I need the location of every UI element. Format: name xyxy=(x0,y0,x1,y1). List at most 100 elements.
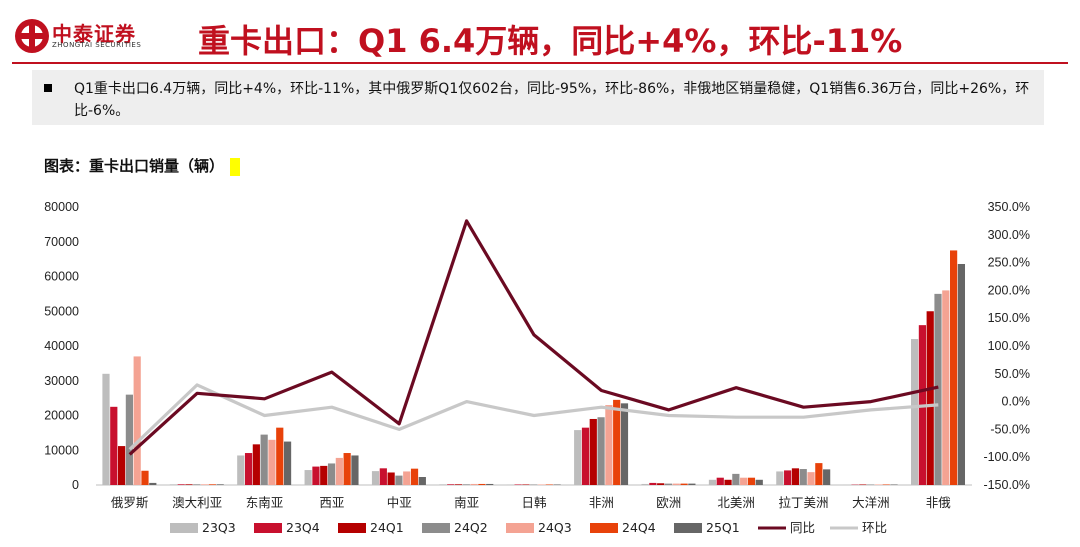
bar-23Q4 xyxy=(716,477,724,485)
bar-24Q3 xyxy=(200,484,209,485)
bar-24Q1 xyxy=(320,465,328,485)
y-left-tick-label: 50000 xyxy=(44,304,79,318)
header-divider xyxy=(12,62,1068,64)
category-label: 欧洲 xyxy=(656,495,681,510)
bar-24Q4 xyxy=(882,484,890,485)
logo-subtext: ZHONGTAI SECURITIES xyxy=(52,41,142,49)
bar-23Q3 xyxy=(169,484,177,485)
bar-24Q1 xyxy=(657,483,665,485)
y-right-tick-label: -100.0% xyxy=(983,450,1030,464)
bar-24Q2 xyxy=(597,417,605,485)
legend-label: 环比 xyxy=(862,520,887,535)
bar-24Q3 xyxy=(807,472,815,485)
y-right-tick-label: 200.0% xyxy=(988,283,1030,297)
bar-24Q4 xyxy=(545,484,553,485)
highlight-mark xyxy=(230,157,241,176)
bar-24Q1 xyxy=(522,484,530,485)
bar-25Q1 xyxy=(957,263,966,485)
bar-24Q2 xyxy=(260,434,268,485)
summary-box: Q1重卡出口6.4万辆，同比+4%，环比-11%，其中俄罗斯Q1仅602台，同比… xyxy=(32,70,1044,125)
legend-swatch xyxy=(674,523,702,533)
bar-24Q3 xyxy=(403,471,411,485)
bar-25Q1 xyxy=(418,477,426,485)
y-right-tick-label: 250.0% xyxy=(988,256,1030,270)
bar-24Q3 xyxy=(537,484,546,485)
y-right-tick-label: 0.0% xyxy=(1002,395,1031,409)
bar-24Q3 xyxy=(133,356,141,485)
legend-label: 24Q3 xyxy=(538,520,572,535)
bar-24Q1 xyxy=(185,484,193,485)
category-label: 俄罗斯 xyxy=(111,495,149,510)
bar-23Q4 xyxy=(784,470,792,485)
category-label: 日韩 xyxy=(521,495,546,510)
bar-24Q4 xyxy=(680,483,688,485)
category-label: 北美洲 xyxy=(717,495,755,510)
bar-24Q3 xyxy=(740,477,748,485)
bar-23Q3 xyxy=(237,455,245,485)
legend-swatch xyxy=(422,523,450,533)
bar-23Q3 xyxy=(371,471,380,485)
legend-label: 23Q3 xyxy=(202,520,236,535)
bar-24Q1 xyxy=(724,479,732,485)
bar-23Q4 xyxy=(581,427,590,485)
bar-25Q1 xyxy=(688,483,696,485)
bar-25Q1 xyxy=(755,479,763,485)
bar-23Q4 xyxy=(244,453,253,485)
bullet-icon xyxy=(44,84,52,92)
bar-24Q3 xyxy=(470,483,478,485)
bar-23Q3 xyxy=(641,483,649,485)
y-right-tick-label: 150.0% xyxy=(988,311,1030,325)
bar-24Q2 xyxy=(732,473,740,485)
bar-25Q1 xyxy=(620,403,629,485)
bar-23Q3 xyxy=(911,339,919,485)
y-right-tick-label: -50.0% xyxy=(990,422,1030,436)
bar-24Q4 xyxy=(343,453,351,485)
bar-24Q4 xyxy=(815,463,823,485)
bar-24Q1 xyxy=(926,311,934,485)
figure-title: 图表：重卡出口销量（辆） xyxy=(44,155,241,176)
legend-label: 24Q1 xyxy=(370,520,404,535)
bar-23Q4 xyxy=(649,482,657,485)
category-label: 澳大利亚 xyxy=(172,495,222,510)
bar-24Q1 xyxy=(252,444,260,485)
category-label: 西亚 xyxy=(319,495,344,510)
bar-25Q1 xyxy=(216,484,224,485)
y-left-tick-label: 40000 xyxy=(44,339,79,353)
logo-text: 中泰证券 xyxy=(52,22,136,46)
category-label: 拉丁美洲 xyxy=(779,495,829,510)
legend-swatch xyxy=(170,523,198,533)
category-label: 非洲 xyxy=(589,495,614,510)
bar-23Q4 xyxy=(514,484,522,485)
bar-24Q4 xyxy=(747,477,756,485)
bar-24Q3 xyxy=(335,457,343,485)
bar-24Q3 xyxy=(874,484,883,485)
bar-25Q1 xyxy=(351,455,359,485)
legend-label: 25Q1 xyxy=(706,520,740,535)
y-right-tick-label: 300.0% xyxy=(988,228,1030,242)
bar-25Q1 xyxy=(823,469,831,485)
bar-23Q3 xyxy=(506,484,514,485)
bar-24Q1 xyxy=(454,484,463,485)
bar-24Q4 xyxy=(410,468,419,485)
legend-label: 23Q4 xyxy=(286,520,320,535)
bar-25Q1 xyxy=(553,484,561,485)
bar-24Q2 xyxy=(867,484,875,485)
y-right-tick-label: -150.0% xyxy=(983,478,1030,492)
bar-24Q2 xyxy=(395,475,403,485)
bar-24Q2 xyxy=(125,394,133,485)
legend-label: 同比 xyxy=(790,520,815,535)
bar-25Q1 xyxy=(149,482,157,485)
bar-24Q4 xyxy=(276,427,284,485)
bar-24Q2 xyxy=(193,484,201,485)
category-label: 非俄 xyxy=(926,495,952,510)
y-left-tick-label: 60000 xyxy=(44,270,79,284)
category-label: 大洋洲 xyxy=(852,495,890,510)
bar-24Q4 xyxy=(478,483,486,485)
category-label: 中亚 xyxy=(387,495,412,510)
bar-24Q4 xyxy=(950,250,958,485)
bar-24Q2 xyxy=(934,293,942,485)
bar-24Q3 xyxy=(605,405,613,485)
y-left-tick-label: 80000 xyxy=(44,200,79,214)
bar-24Q2 xyxy=(799,469,807,485)
